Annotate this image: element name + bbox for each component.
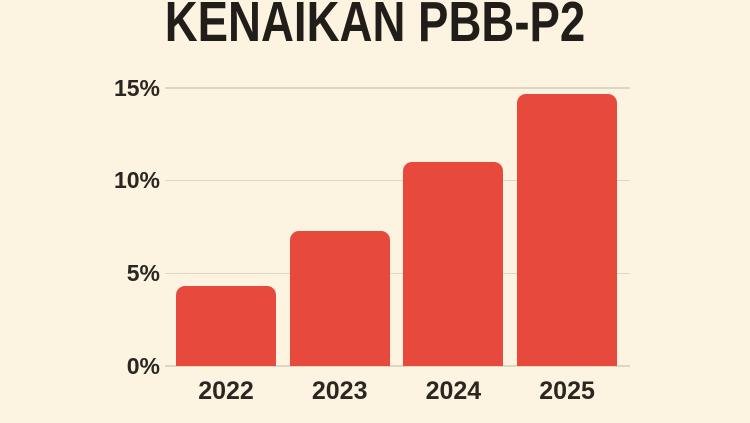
- gridline-15%: [165, 87, 630, 89]
- y-tick-label-0%: 0%: [126, 352, 160, 379]
- chart-title: KENAIKAN PBB-P2: [164, 0, 586, 54]
- bar-2025: [517, 93, 618, 366]
- gridline-5%: [165, 272, 630, 275]
- bar-2023: [289, 230, 390, 366]
- x-tick-label-2022: 2022: [198, 377, 254, 405]
- y-tick-label-15%: 15%: [113, 74, 160, 101]
- bar-2022: [176, 286, 276, 366]
- gridline-0%: [165, 365, 630, 367]
- y-tick-label-5%: 5%: [126, 259, 160, 286]
- bar-2024: [403, 162, 504, 366]
- x-tick-label-2023: 2023: [311, 377, 368, 405]
- x-tick-label-2024: 2024: [425, 377, 482, 405]
- plot-area: [165, 87, 630, 367]
- gridline-10%: [165, 179, 630, 182]
- y-tick-label-10%: 10%: [113, 167, 160, 194]
- x-tick-label-2025: 2025: [539, 377, 595, 405]
